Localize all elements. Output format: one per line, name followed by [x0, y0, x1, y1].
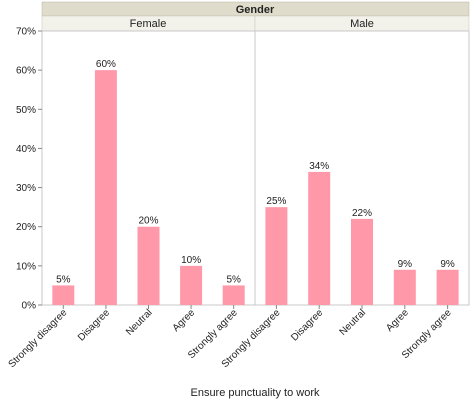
y-axis: 0% 10% 20% 30% 40% 50% 60% 70% — [16, 27, 42, 312]
bars: 5% 60% 20% 10% 5% 25% 34% 22% 9% 9% — [52, 59, 459, 306]
bar — [393, 269, 416, 305]
bar-data-label: 20% — [138, 216, 158, 227]
bar — [52, 285, 75, 305]
bar-data-label: 34% — [309, 161, 329, 172]
y-tick-label: 20% — [16, 222, 36, 233]
bar — [436, 269, 459, 305]
x-tick-label: Disagree — [76, 307, 112, 343]
y-tick-label: 0% — [22, 301, 37, 312]
bar-data-label: 25% — [266, 196, 286, 207]
y-tick-label: 60% — [16, 66, 36, 77]
panel-label-male: Male — [350, 18, 374, 30]
y-tick-label: 10% — [16, 261, 36, 272]
y-tick-label: 50% — [16, 105, 36, 116]
bar — [180, 265, 203, 305]
bar-data-label: 9% — [440, 259, 455, 270]
bar-data-label: 10% — [181, 255, 201, 266]
group-title: Gender — [236, 4, 275, 16]
bar — [265, 207, 288, 305]
panel-label-female: Female — [130, 18, 167, 30]
bar — [308, 171, 331, 305]
x-tick-label: Neutral — [124, 307, 155, 338]
y-tick-label: 30% — [16, 183, 36, 194]
bar-data-label: 5% — [226, 274, 241, 285]
x-tick-label: Disagree — [289, 307, 325, 343]
x-tick-label: Agree — [171, 307, 198, 334]
y-tick-label: 70% — [16, 27, 36, 38]
bar-data-label: 9% — [398, 259, 413, 270]
bar-data-label: 60% — [96, 59, 116, 70]
x-tick-label: Strongly disagree — [7, 307, 70, 370]
bar — [351, 218, 373, 305]
x-axis-label: Ensure punctuality to work — [190, 387, 320, 399]
bar — [94, 70, 117, 306]
bar-data-label: 22% — [352, 208, 372, 219]
y-tick-label: 40% — [16, 144, 36, 155]
x-tick-label: Agree — [384, 307, 411, 334]
x-axis-ticks: Strongly disagree Disagree Neutral AgreeStr… — [7, 305, 454, 370]
bar — [137, 226, 160, 305]
bar — [222, 285, 245, 305]
x-tick-label: Neutral — [338, 307, 369, 338]
bar-data-label: 5% — [56, 274, 71, 285]
